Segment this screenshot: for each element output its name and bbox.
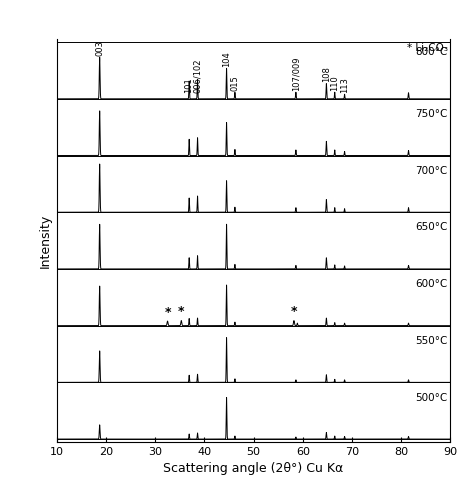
Text: 500°C: 500°C [416,393,448,403]
Text: *: * [291,305,297,318]
Text: 006/102: 006/102 [192,58,201,93]
Text: *: * [178,305,184,318]
Text: 108: 108 [322,67,331,82]
Text: 700°C: 700°C [416,166,448,176]
Text: 101: 101 [184,77,193,93]
Text: *: * [164,306,171,319]
Y-axis label: Intensity: Intensity [38,214,51,268]
Text: 107/009: 107/009 [292,56,301,91]
Text: 015: 015 [230,75,239,91]
Text: 550°C: 550°C [416,336,448,346]
Text: 750°C: 750°C [416,109,448,119]
X-axis label: Scattering angle (2θ°) Cu Kα: Scattering angle (2θ°) Cu Kα [164,463,344,475]
Text: 110: 110 [330,75,339,91]
Text: 650°C: 650°C [416,222,448,232]
Text: 600°C: 600°C [416,279,448,289]
Text: 104: 104 [222,52,231,67]
Text: 113: 113 [340,77,349,93]
Text: 003: 003 [95,40,104,56]
Text: 800°C: 800°C [416,47,448,56]
Text: * Li₂CO₃: * Li₂CO₃ [407,43,448,53]
